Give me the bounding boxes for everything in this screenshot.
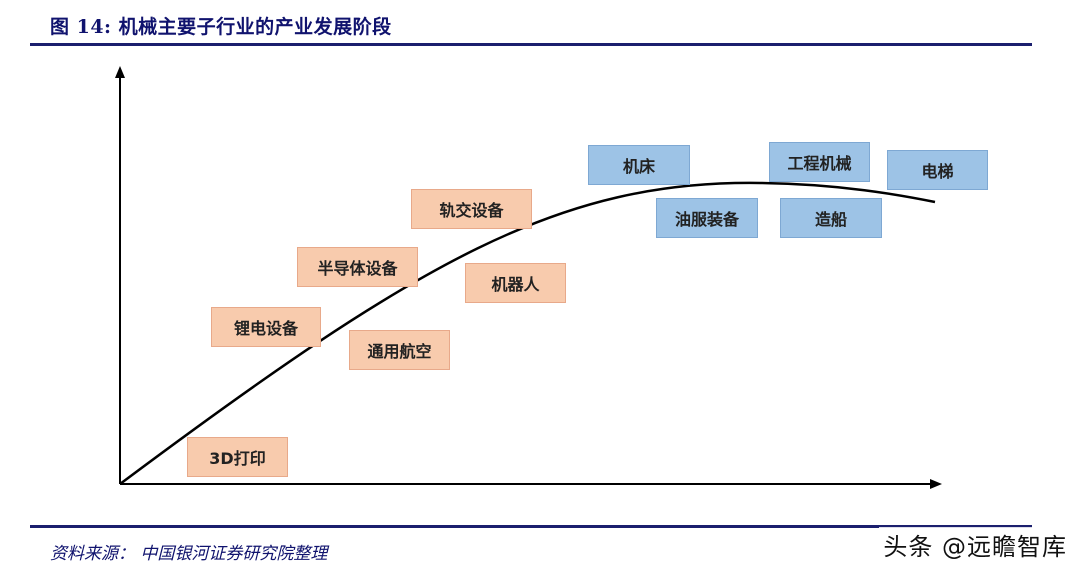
box-robot: 机器人 <box>465 263 566 303</box>
box-shipbuilding: 造船 <box>780 198 882 238</box>
box-machine-tools: 机床 <box>588 145 690 185</box>
box-elevator: 电梯 <box>887 150 988 190</box>
figure-title: 图 14: 机械主要子行业的产业发展阶段 <box>50 16 392 38</box>
box-lithium-equipment: 锂电设备 <box>211 307 321 347</box>
box-rail-equipment: 轨交设备 <box>411 189 532 229</box>
box-general-aviation: 通用航空 <box>349 330 450 370</box>
box-construction-machinery: 工程机械 <box>769 142 870 182</box>
watermark: 头条 @远瞻智库 <box>879 527 1071 562</box>
box-semiconductor-equipment: 半导体设备 <box>297 247 418 287</box>
box-3d-printing: 3D打印 <box>187 437 288 477</box>
box-oilfield-equipment: 油服装备 <box>656 198 758 238</box>
top-rule <box>30 43 1032 46</box>
lifecycle-curve <box>119 181 936 486</box>
bottom-rule <box>30 525 1032 528</box>
y-axis-arrow <box>115 66 125 78</box>
x-axis-arrow <box>930 479 942 489</box>
source-note: 资料来源： 中国银河证券研究院整理 <box>50 544 328 564</box>
